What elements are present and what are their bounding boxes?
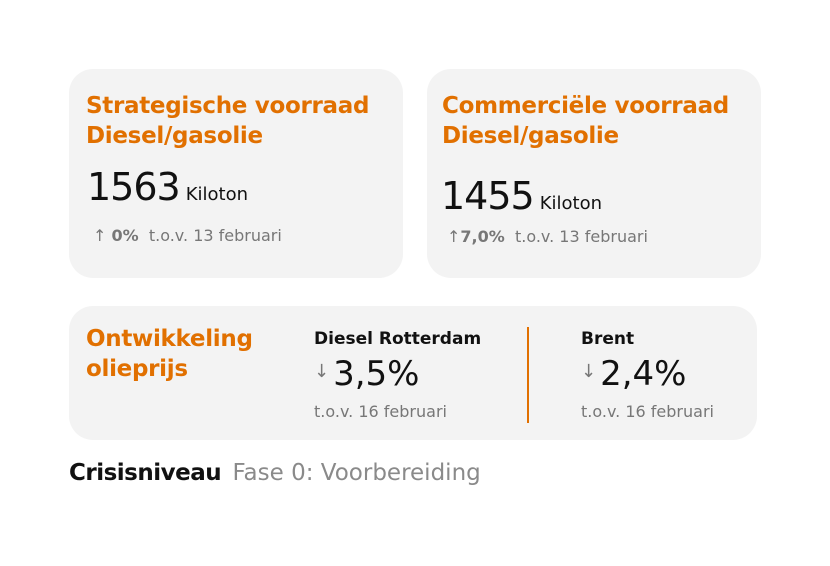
arrow-up-icon: ↑ — [93, 226, 107, 245]
crisis-label: Crisisniveau — [69, 460, 222, 486]
oil-title: Ontwikkeling olieprijs — [86, 324, 253, 384]
compare-text: t.o.v. 13 februari — [148, 226, 282, 245]
title-line: Diesel/gasolie — [442, 123, 619, 149]
change-value: 3,5% — [333, 354, 420, 394]
arrow-down-icon: ↓ — [314, 361, 330, 382]
unit: Kiloton — [185, 184, 249, 205]
diesel-rotterdam-change: ↓ 3,5% — [314, 354, 419, 394]
brent-label: Brent — [581, 329, 635, 349]
stock-value: 1455 Kiloton — [441, 174, 602, 218]
compare-text: t.o.v. 13 februari — [514, 227, 648, 246]
change-value: 0% — [111, 226, 139, 245]
compare-text: t.o.v. 16 februari — [314, 402, 447, 421]
arrow-up-icon: ↑ — [447, 227, 461, 246]
change-value: 2,4% — [600, 354, 687, 394]
title-line: olieprijs — [86, 356, 188, 382]
title-line: Commerciële voorraad — [442, 93, 729, 119]
unit: Kiloton — [539, 193, 603, 214]
divider — [527, 327, 529, 423]
card-title: Strategische voorraad Diesel/gasolie — [86, 91, 369, 151]
diesel-rotterdam-label: Diesel Rotterdam — [314, 329, 482, 349]
oil-price-card — [69, 306, 757, 440]
brent-change: ↓ 2,4% — [581, 354, 686, 394]
strategic-stock-card: Strategische voorraad Diesel/gasolie 1563… — [69, 69, 403, 278]
change-row: ↑ 0% t.o.v. 13 februari — [93, 226, 282, 245]
commercial-stock-card: Commerciële voorraad Diesel/gasolie 1455 K… — [427, 69, 761, 278]
title-line: Ontwikkeling — [86, 326, 253, 352]
value: 1455 — [441, 174, 535, 218]
title-line: Diesel/gasolie — [86, 123, 263, 149]
change-row: ↑7,0% t.o.v. 13 februari — [447, 227, 648, 246]
stock-value: 1563 Kiloton — [87, 165, 248, 209]
crisis-value: Fase 0: Voorbereiding — [232, 460, 481, 486]
card-title: Commerciële voorraad Diesel/gasolie — [442, 91, 729, 151]
compare-text: t.o.v. 16 februari — [581, 402, 714, 421]
change-value: 7,0% — [460, 227, 505, 246]
crisis-level: Crisisniveau Fase 0: Voorbereiding — [69, 460, 481, 486]
title-line: Strategische voorraad — [86, 93, 370, 119]
value: 1563 — [87, 165, 181, 209]
arrow-down-icon: ↓ — [581, 361, 597, 382]
